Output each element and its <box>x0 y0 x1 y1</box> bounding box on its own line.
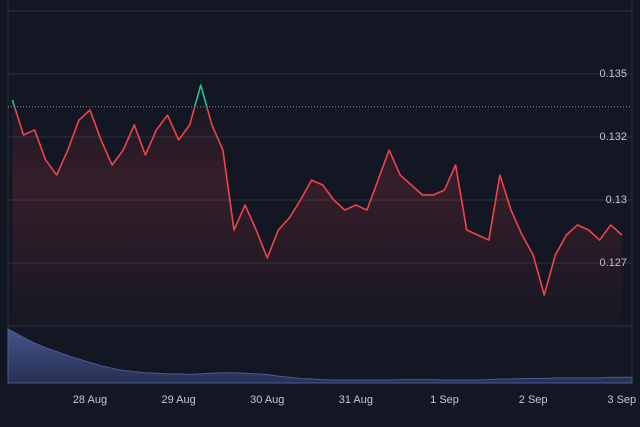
x-tick-label: 28 Aug <box>73 394 107 406</box>
y-tick-label: 0.13 <box>606 194 627 206</box>
x-tick-label: 29 Aug <box>161 394 195 406</box>
price-line <box>13 106 623 296</box>
x-tick-label: 2 Sep <box>519 394 548 406</box>
x-tick-label: 1 Sep <box>430 394 459 406</box>
x-tick-label: 31 Aug <box>339 394 373 406</box>
y-tick-label: 0.135 <box>599 68 627 80</box>
x-tick-label: 3 Sep <box>607 394 636 406</box>
volume-area <box>7 328 633 384</box>
y-tick-label: 0.132 <box>599 131 627 143</box>
area-fill <box>12 106 622 326</box>
x-tick-label: 30 Aug <box>250 394 284 406</box>
